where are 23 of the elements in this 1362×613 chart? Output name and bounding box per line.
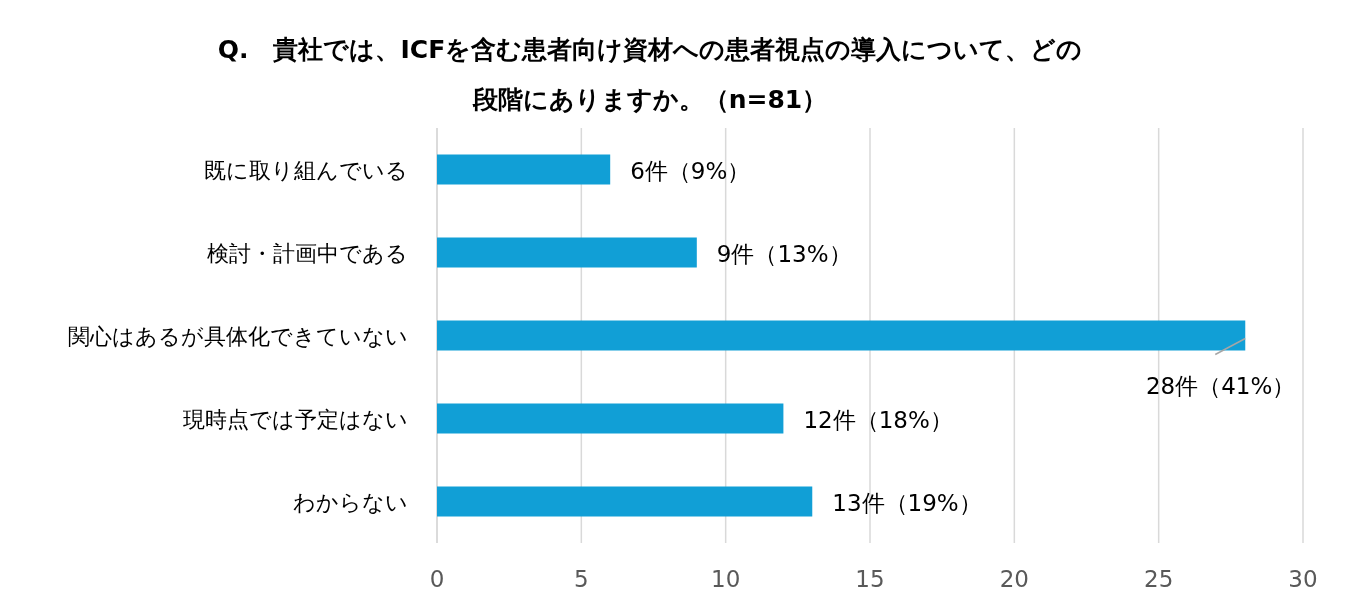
x-tick-label: 30 [1288,566,1318,592]
chart-title: Q. 貴社では、ICFを含む患者向け資材への患者視点の導入について、どの段階にありますか。（n=81） [217,35,1083,114]
x-tick-label: 10 [711,566,741,592]
bar [437,320,1246,351]
bar [437,486,813,517]
y-tick-label: 現時点では予定はない [183,406,408,432]
x-tick-label: 0 [429,566,445,592]
data-label: 13件（19%） [832,489,982,516]
x-tick-label: 5 [574,566,589,592]
x-tick-label: 15 [855,566,885,592]
y-tick-label: 関心はあるが具体化できていない [68,323,408,349]
y-tick-label: わからない [293,489,408,515]
x-tick-label: 20 [999,566,1029,592]
y-tick-label: 既に取り組んでいる [204,157,408,183]
data-label: 28件（41%） [1145,372,1296,399]
x-tick-label: 25 [1144,566,1174,592]
bar [437,403,784,434]
y-tick-label: 検討・計画中である [207,240,408,266]
bar [437,154,611,185]
data-label: 9件（13%） [716,240,852,267]
bar [437,237,697,268]
data-label: 6件（9%） [630,157,751,184]
data-label: 12件（18%） [803,406,953,433]
